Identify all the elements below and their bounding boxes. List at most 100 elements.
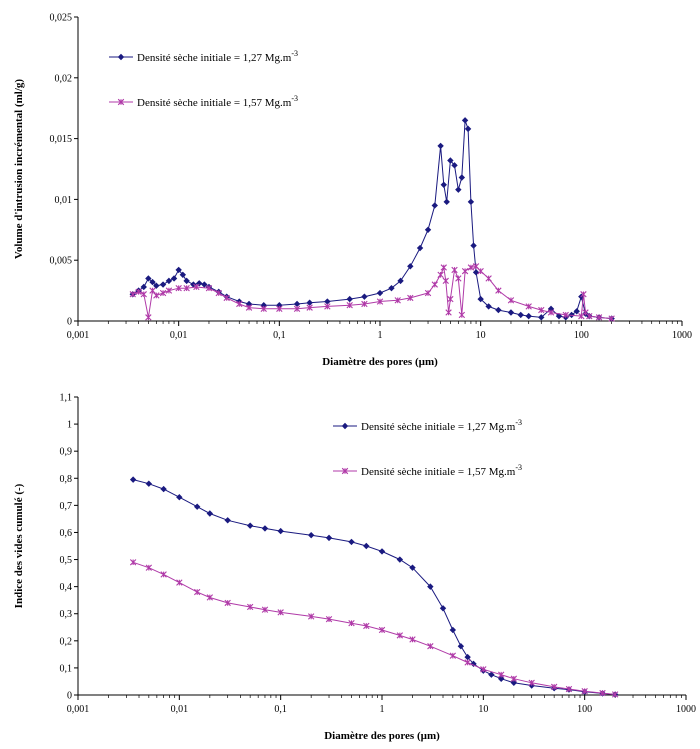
data-point — [376, 298, 384, 305]
data-point — [427, 583, 434, 590]
data-point — [363, 542, 370, 550]
data-point — [261, 606, 269, 613]
data-point — [470, 242, 477, 249]
series-line — [132, 561, 616, 695]
legend-marker — [341, 422, 349, 430]
data-point — [472, 269, 480, 276]
data-point — [261, 525, 269, 532]
data-point — [129, 291, 136, 298]
legend-item: Densité sèche initiale = 1,27 Mg.m-3 — [333, 418, 522, 433]
series-2 — [129, 559, 619, 698]
y-axis-title: Volume d'intrusion incrémental (ml/g) — [13, 79, 25, 260]
data-point — [193, 588, 201, 596]
data-point — [276, 305, 283, 313]
series-line — [132, 479, 616, 695]
data-point — [361, 293, 368, 300]
data-point — [149, 278, 156, 286]
x-tick-label: 0,1 — [273, 330, 286, 341]
y-tick-label: 0 — [67, 691, 72, 702]
data-point — [443, 198, 450, 206]
data-point — [293, 300, 301, 308]
legend-marker — [117, 98, 125, 106]
legend-label-superscript: -3 — [291, 49, 298, 58]
y-tick-label: 0,2 — [60, 636, 73, 647]
data-point — [467, 198, 475, 206]
data-point — [183, 277, 190, 285]
legend-item: Densité sèche initiale = 1,27 Mg.m-3 — [109, 49, 298, 64]
x-axis-title: Diamètre des pores (µm) — [322, 356, 438, 368]
y-tick-label: 0,6 — [60, 528, 73, 539]
data-point — [201, 281, 208, 288]
data-point — [477, 295, 484, 303]
data-point — [175, 284, 182, 292]
y-tick-label: 0,005 — [50, 256, 73, 267]
data-point — [245, 304, 253, 311]
data-point — [477, 267, 484, 275]
data-point — [223, 294, 230, 302]
legend-marker — [341, 467, 349, 475]
data-point — [196, 280, 203, 287]
data-point — [179, 271, 187, 278]
data-point — [525, 303, 532, 310]
data-point — [140, 283, 147, 291]
data-point — [440, 264, 447, 271]
data-point — [437, 271, 444, 278]
data-point — [495, 306, 502, 314]
data-point — [464, 653, 471, 661]
x-tick-label: 0,001 — [67, 330, 90, 341]
y-tick-label: 0,015 — [50, 134, 73, 145]
y-tick-label: 0 — [67, 317, 72, 328]
data-point — [363, 622, 370, 630]
data-point — [176, 494, 183, 501]
legend-item: Densité sèche initiale = 1,57 Mg.m-3 — [109, 94, 298, 109]
x-tick-label: 10 — [476, 330, 486, 341]
data-point — [461, 117, 469, 124]
data-point — [307, 531, 315, 539]
data-point — [175, 266, 182, 274]
data-point — [495, 287, 502, 294]
x-tick-label: 1000 — [676, 704, 696, 715]
legend-label-superscript: -3 — [515, 463, 522, 472]
data-point — [555, 312, 563, 320]
data-point — [449, 626, 457, 634]
data-point — [467, 264, 475, 271]
data-point — [510, 675, 518, 682]
data-point — [427, 643, 434, 650]
data-point — [129, 559, 137, 566]
data-point — [145, 314, 152, 321]
y-tick-label: 0,01 — [55, 195, 73, 206]
data-point — [424, 289, 432, 297]
data-point — [440, 181, 447, 189]
legend: Densité sèche initiale = 1,27 Mg.m-3 Dens… — [333, 418, 522, 478]
data-point — [160, 571, 167, 578]
data-point — [431, 281, 438, 288]
data-point — [455, 186, 462, 193]
data-point — [215, 289, 222, 297]
data-point — [464, 125, 472, 133]
data-point — [324, 303, 331, 310]
data-point — [306, 304, 313, 311]
data-point — [586, 312, 593, 320]
data-point — [480, 666, 487, 673]
data-point — [159, 281, 167, 288]
y-tick-label: 0,4 — [60, 582, 73, 593]
y-axis-ticks: 0 0,1 0,2 0,3 0,4 0,5 0,6 0,7 0,8 0,9 1 1,1 — [60, 393, 78, 702]
data-point — [416, 244, 424, 252]
legend-item: Densité sèche initiale = 1,57 Mg.m-3 — [333, 463, 522, 478]
data-point — [153, 292, 160, 299]
data-point — [599, 689, 606, 697]
data-point — [135, 288, 142, 296]
data-point — [451, 162, 458, 169]
data-point — [193, 503, 201, 510]
x-tick-label: 1 — [378, 330, 383, 341]
data-point — [160, 485, 167, 493]
data-point — [437, 142, 444, 150]
data-point — [140, 291, 147, 298]
data-point — [165, 287, 173, 294]
x-tick-label: 1000 — [672, 330, 692, 341]
data-point — [451, 266, 458, 274]
data-point — [206, 594, 214, 601]
data-point — [193, 283, 200, 291]
data-point — [458, 311, 466, 319]
